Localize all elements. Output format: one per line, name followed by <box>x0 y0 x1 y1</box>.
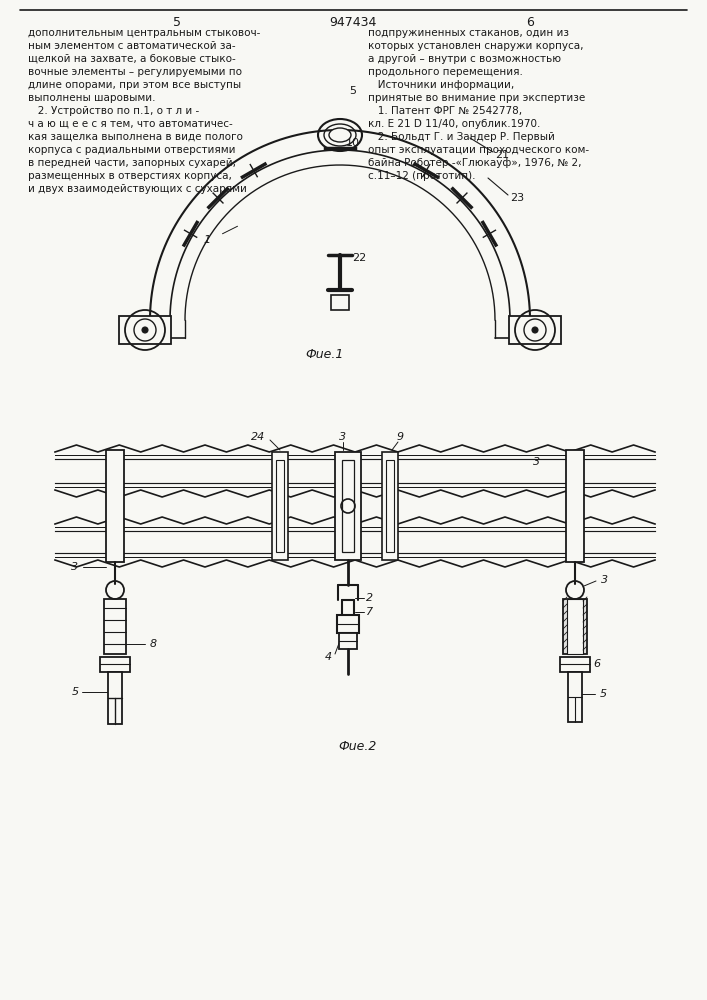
Text: кл. E 21 D 11/40, опублик.1970.: кл. E 21 D 11/40, опублик.1970. <box>368 119 540 129</box>
Text: 3: 3 <box>71 562 78 572</box>
Bar <box>382 452 398 560</box>
Bar <box>563 599 587 654</box>
Text: 6: 6 <box>593 659 600 669</box>
Bar <box>386 460 394 552</box>
Text: 23: 23 <box>510 193 524 203</box>
Bar <box>104 599 126 654</box>
Text: 2. Устройство по п.1, о т л и -: 2. Устройство по п.1, о т л и - <box>28 106 199 116</box>
Text: 21: 21 <box>495 150 509 160</box>
Text: байна Роботер.-«Глюкауф», 1976, № 2,: байна Роботер.-«Глюкауф», 1976, № 2, <box>368 158 581 168</box>
Text: кая защелка выполнена в виде полого: кая защелка выполнена в виде полого <box>28 132 243 142</box>
Text: Фue.2: Фue.2 <box>339 740 378 753</box>
Text: 5: 5 <box>71 687 78 697</box>
Bar <box>100 657 130 672</box>
Text: принятые во внимание при экспертизе: принятые во внимание при экспертизе <box>368 93 585 103</box>
Text: ным элементом с автоматической за-: ным элементом с автоматической за- <box>28 41 235 51</box>
Text: с.11–12 (прототип).: с.11–12 (прототип). <box>368 171 476 181</box>
Bar <box>568 672 582 722</box>
Text: вочные элементы – регулируемыми по: вочные элементы – регулируемыми по <box>28 67 242 77</box>
Text: подпружиненных стаканов, один из: подпружиненных стаканов, один из <box>368 28 569 38</box>
Text: 3: 3 <box>602 575 609 585</box>
Text: корпуса с радиальными отверстиями: корпуса с радиальными отверстиями <box>28 145 235 155</box>
Text: 1: 1 <box>204 235 211 245</box>
Text: выполнены шаровыми.: выполнены шаровыми. <box>28 93 156 103</box>
Bar <box>337 615 359 633</box>
Bar <box>567 599 583 654</box>
Text: 3: 3 <box>339 432 346 442</box>
Text: ч а ю щ е е с я тем, что автоматичес-: ч а ю щ е е с я тем, что автоматичес- <box>28 119 233 129</box>
Text: 947434: 947434 <box>329 16 377 29</box>
Bar <box>119 316 171 344</box>
Text: 10: 10 <box>346 138 360 148</box>
Bar <box>335 452 361 560</box>
Text: Фue.1: Фue.1 <box>306 348 344 361</box>
Bar <box>108 672 122 724</box>
Text: Источники информации,: Источники информации, <box>368 80 514 90</box>
Text: 2: 2 <box>366 593 373 603</box>
Circle shape <box>142 327 148 333</box>
Bar <box>566 450 584 562</box>
Text: 4: 4 <box>325 652 332 662</box>
Bar <box>342 460 354 552</box>
Text: 3: 3 <box>534 457 541 467</box>
Text: 6: 6 <box>526 16 534 29</box>
Text: длине опорами, при этом все выступы: длине опорами, при этом все выступы <box>28 80 241 90</box>
Bar <box>339 633 357 649</box>
Text: которых установлен снаружи корпуса,: которых установлен снаружи корпуса, <box>368 41 583 51</box>
Text: в передней части, запорных сухарей,: в передней части, запорных сухарей, <box>28 158 236 168</box>
Text: а другой – внутри с возможностью: а другой – внутри с возможностью <box>368 54 561 64</box>
Bar <box>272 452 288 560</box>
Text: размещенных в отверстиях корпуса,: размещенных в отверстиях корпуса, <box>28 171 232 181</box>
Text: продольного перемещения.: продольного перемещения. <box>368 67 523 77</box>
Bar <box>106 450 124 562</box>
Text: опыт эксплуатации проходческого ком-: опыт эксплуатации проходческого ком- <box>368 145 589 155</box>
Text: 24: 24 <box>251 432 265 442</box>
Text: 5: 5 <box>600 689 607 699</box>
Text: 1. Патент ФРГ № 2542778,: 1. Патент ФРГ № 2542778, <box>368 106 522 116</box>
Text: 2. Больдт Г. и Зандер Р. Первый: 2. Больдт Г. и Зандер Р. Первый <box>368 132 555 142</box>
Text: 5: 5 <box>173 16 181 29</box>
Text: 8: 8 <box>149 639 156 649</box>
Text: щелкой на захвате, а боковые стыко-: щелкой на захвате, а боковые стыко- <box>28 54 235 64</box>
Ellipse shape <box>329 128 351 142</box>
Text: 22: 22 <box>352 253 366 263</box>
Text: 5: 5 <box>349 87 356 97</box>
Bar <box>560 657 590 672</box>
Text: 9: 9 <box>397 432 404 442</box>
Bar <box>509 316 561 344</box>
Bar <box>276 460 284 552</box>
Text: и двух взаимодействующих с сухарями: и двух взаимодействующих с сухарями <box>28 184 247 194</box>
Text: дополнительным центральным стыковоч-: дополнительным центральным стыковоч- <box>28 28 260 38</box>
Bar <box>331 295 349 310</box>
Circle shape <box>532 327 538 333</box>
Text: 7: 7 <box>366 607 373 617</box>
